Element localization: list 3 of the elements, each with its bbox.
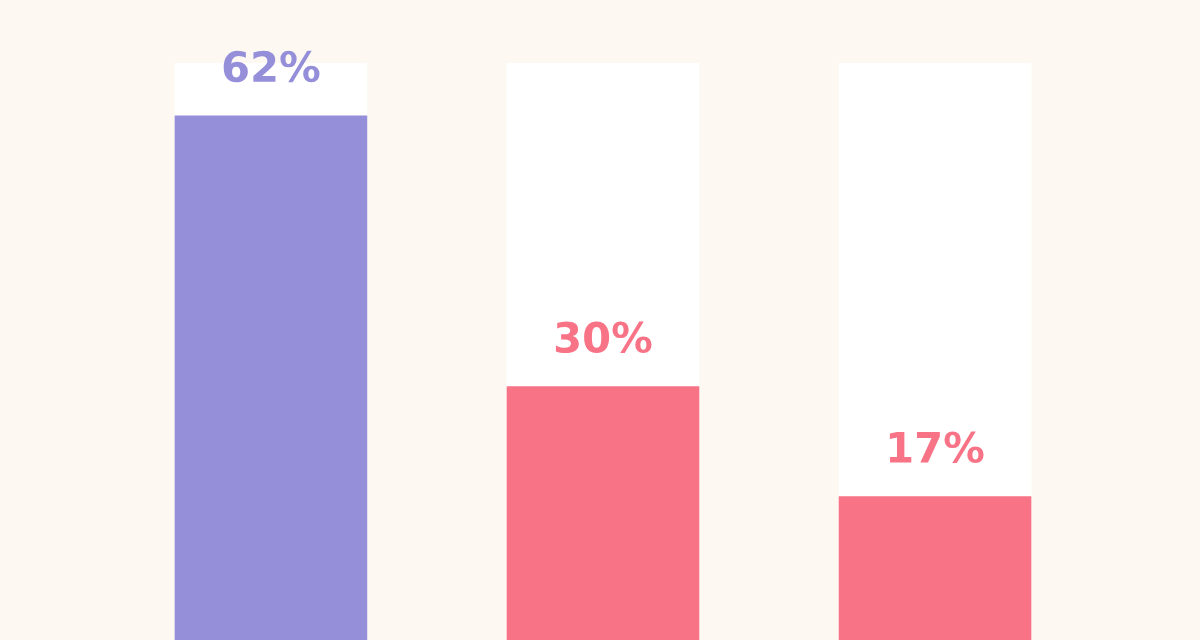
data-label: 17% [889, 431, 984, 464]
data-label: 62% [223, 50, 320, 83]
data-label: 30% [555, 321, 652, 354]
